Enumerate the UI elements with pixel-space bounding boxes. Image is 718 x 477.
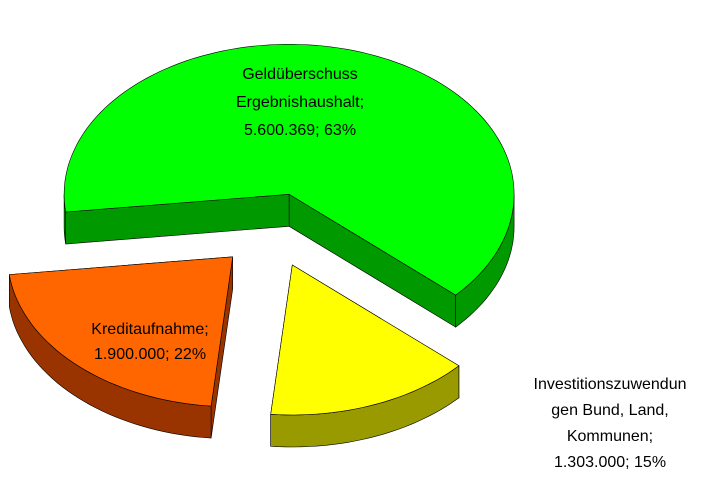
data-label: Kreditaufnahme;: [91, 321, 208, 338]
slice: [270, 264, 460, 416]
data-label: Investitionszuwendun: [534, 376, 687, 393]
slice: [8, 256, 234, 407]
data-label: Ergebnishaushalt;: [236, 94, 364, 111]
data-label: gen Bund, Land,: [551, 402, 668, 419]
data-label: Geldüberschuss: [242, 66, 358, 83]
data-label: Kommunen;: [567, 428, 653, 445]
slice: [63, 43, 515, 296]
data-label: 1.900.000; 22%: [94, 346, 206, 363]
data-label: 1.303.000; 15%: [554, 454, 666, 471]
data-label: 5.600.369; 63%: [244, 122, 356, 139]
